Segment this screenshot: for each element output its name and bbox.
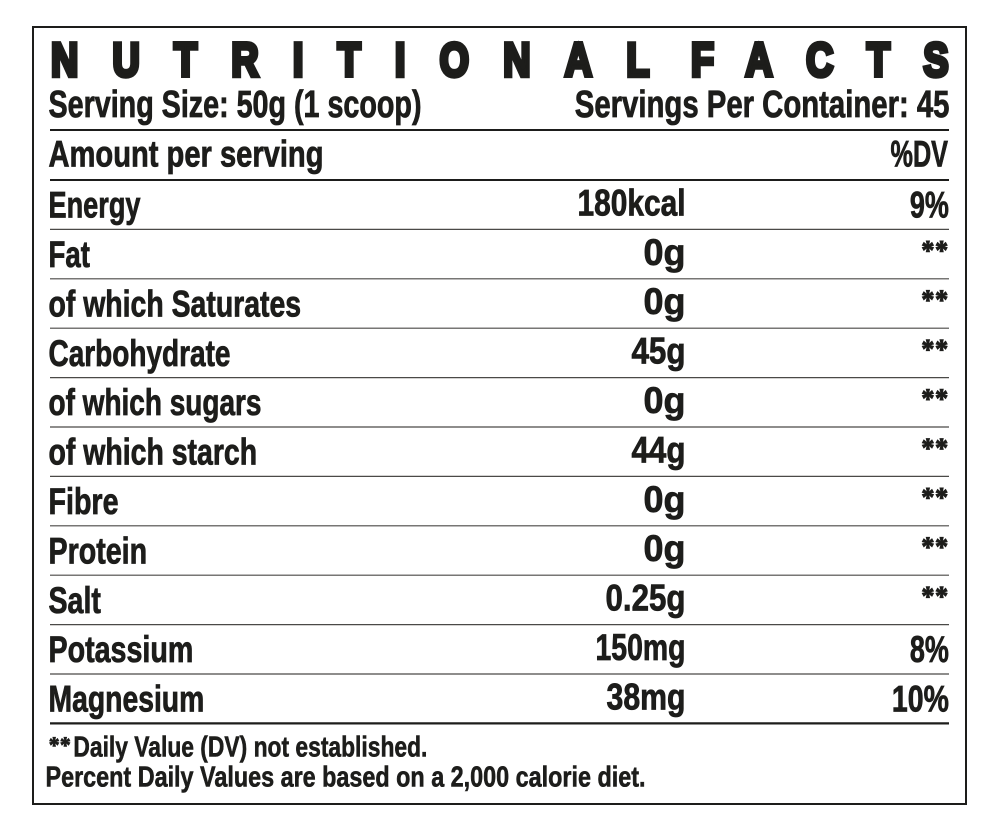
svg-text:0g: 0g [644,231,686,273]
svg-text:44g: 44g [632,428,686,470]
svg-text:10%: 10% [892,678,949,720]
svg-text:0g: 0g [644,280,686,322]
svg-text:Carbohydrate: Carbohydrate [49,332,231,374]
svg-text:of which Saturates: of which Saturates [49,282,302,324]
svg-text:150mg: 150mg [596,626,686,668]
svg-text:of which starch: of which starch [49,431,258,473]
svg-text:%DV: %DV [891,133,949,175]
svg-text:0.25g: 0.25g [606,577,686,619]
svg-text:Fibre: Fibre [49,480,119,522]
svg-text:Salt: Salt [49,579,102,621]
svg-text:Serving Size: 50g (1 scoop): Serving Size: 50g (1 scoop) [49,84,422,126]
svg-text:38mg: 38mg [607,675,686,717]
svg-text:Protein: Protein [49,529,148,571]
svg-text:45g: 45g [632,330,686,372]
svg-text:Percent Daily Values are based: Percent Daily Values are based on a 2,00… [46,761,646,793]
svg-text:Servings Per Container: 45: Servings Per Container: 45 [575,84,950,126]
svg-text:0g: 0g [644,527,686,569]
svg-text:Amount per serving: Amount per serving [49,133,324,175]
svg-text:Potassium: Potassium [49,628,194,670]
svg-text:9%: 9% [910,184,949,226]
svg-text:8%: 8% [910,628,949,670]
svg-text:0g: 0g [644,478,686,520]
svg-text:180kcal: 180kcal [578,181,686,223]
svg-text:0g: 0g [644,379,686,421]
svg-text:of which sugars: of which sugars [49,381,262,423]
svg-text:Magnesium: Magnesium [49,678,205,720]
svg-text:Fat: Fat [49,233,91,275]
svg-text:Energy: Energy [49,184,141,226]
svg-text:Daily Value (DV) not establish: Daily Value (DV) not established. [73,732,427,764]
